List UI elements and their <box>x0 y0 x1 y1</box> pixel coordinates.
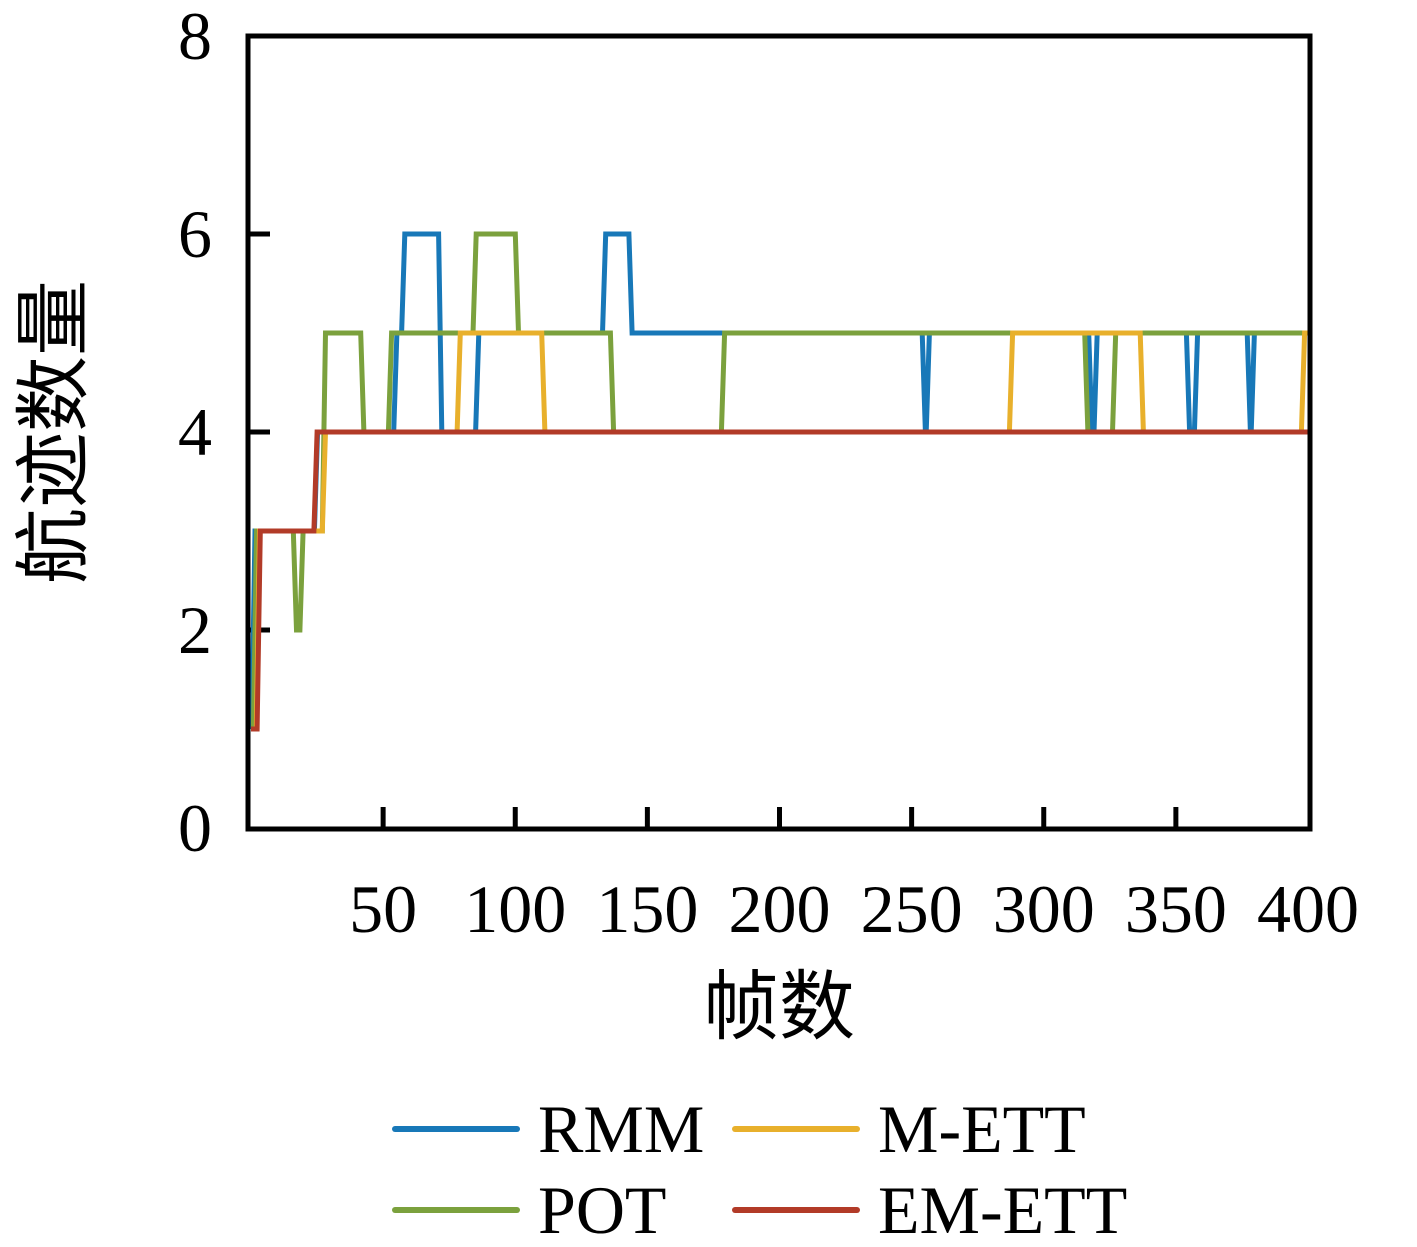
legend-label-em-ett: EM-ETT <box>878 1172 1127 1247</box>
x-tick-label-100: 100 <box>464 871 566 947</box>
axis-tick-labels: 50 100 150 200 250 300 350 400 0 2 4 6 8 <box>178 0 1359 947</box>
legend-label-m-ett: M-ETT <box>878 1091 1086 1167</box>
series-line-pot <box>250 231 1310 732</box>
x-axis-label: 帧数 <box>703 966 855 1050</box>
x-tick-label-250: 250 <box>861 871 963 947</box>
y-axis-label: 航迹数量 <box>13 280 97 584</box>
x-tick-label-50: 50 <box>349 871 417 947</box>
x-tick-label-300: 300 <box>993 871 1095 947</box>
y-tick-label-8: 8 <box>178 0 212 74</box>
y-tick-label-4: 4 <box>178 394 212 470</box>
series-line-m-ett <box>251 330 1310 732</box>
series-line-rmm <box>249 231 1310 732</box>
y-tick-label-0: 0 <box>178 790 212 866</box>
plot-area-border <box>245 33 1313 832</box>
x-tick-label-350: 350 <box>1125 871 1227 947</box>
series-lines <box>249 231 1310 732</box>
legend-label-pot: POT <box>538 1172 666 1247</box>
legend: RMM M-ETT POT EM-ETT <box>392 1091 1127 1247</box>
x-tick-label-150: 150 <box>596 871 698 947</box>
x-tick-label-200: 200 <box>729 871 831 947</box>
series-line-em-ett <box>251 429 1310 732</box>
legend-label-rmm: RMM <box>538 1091 704 1167</box>
y-tick-label-6: 6 <box>178 196 212 272</box>
x-tick-label-400: 400 <box>1257 871 1359 947</box>
y-tick-label-2: 2 <box>178 592 212 668</box>
axis-ticks <box>248 231 1179 829</box>
